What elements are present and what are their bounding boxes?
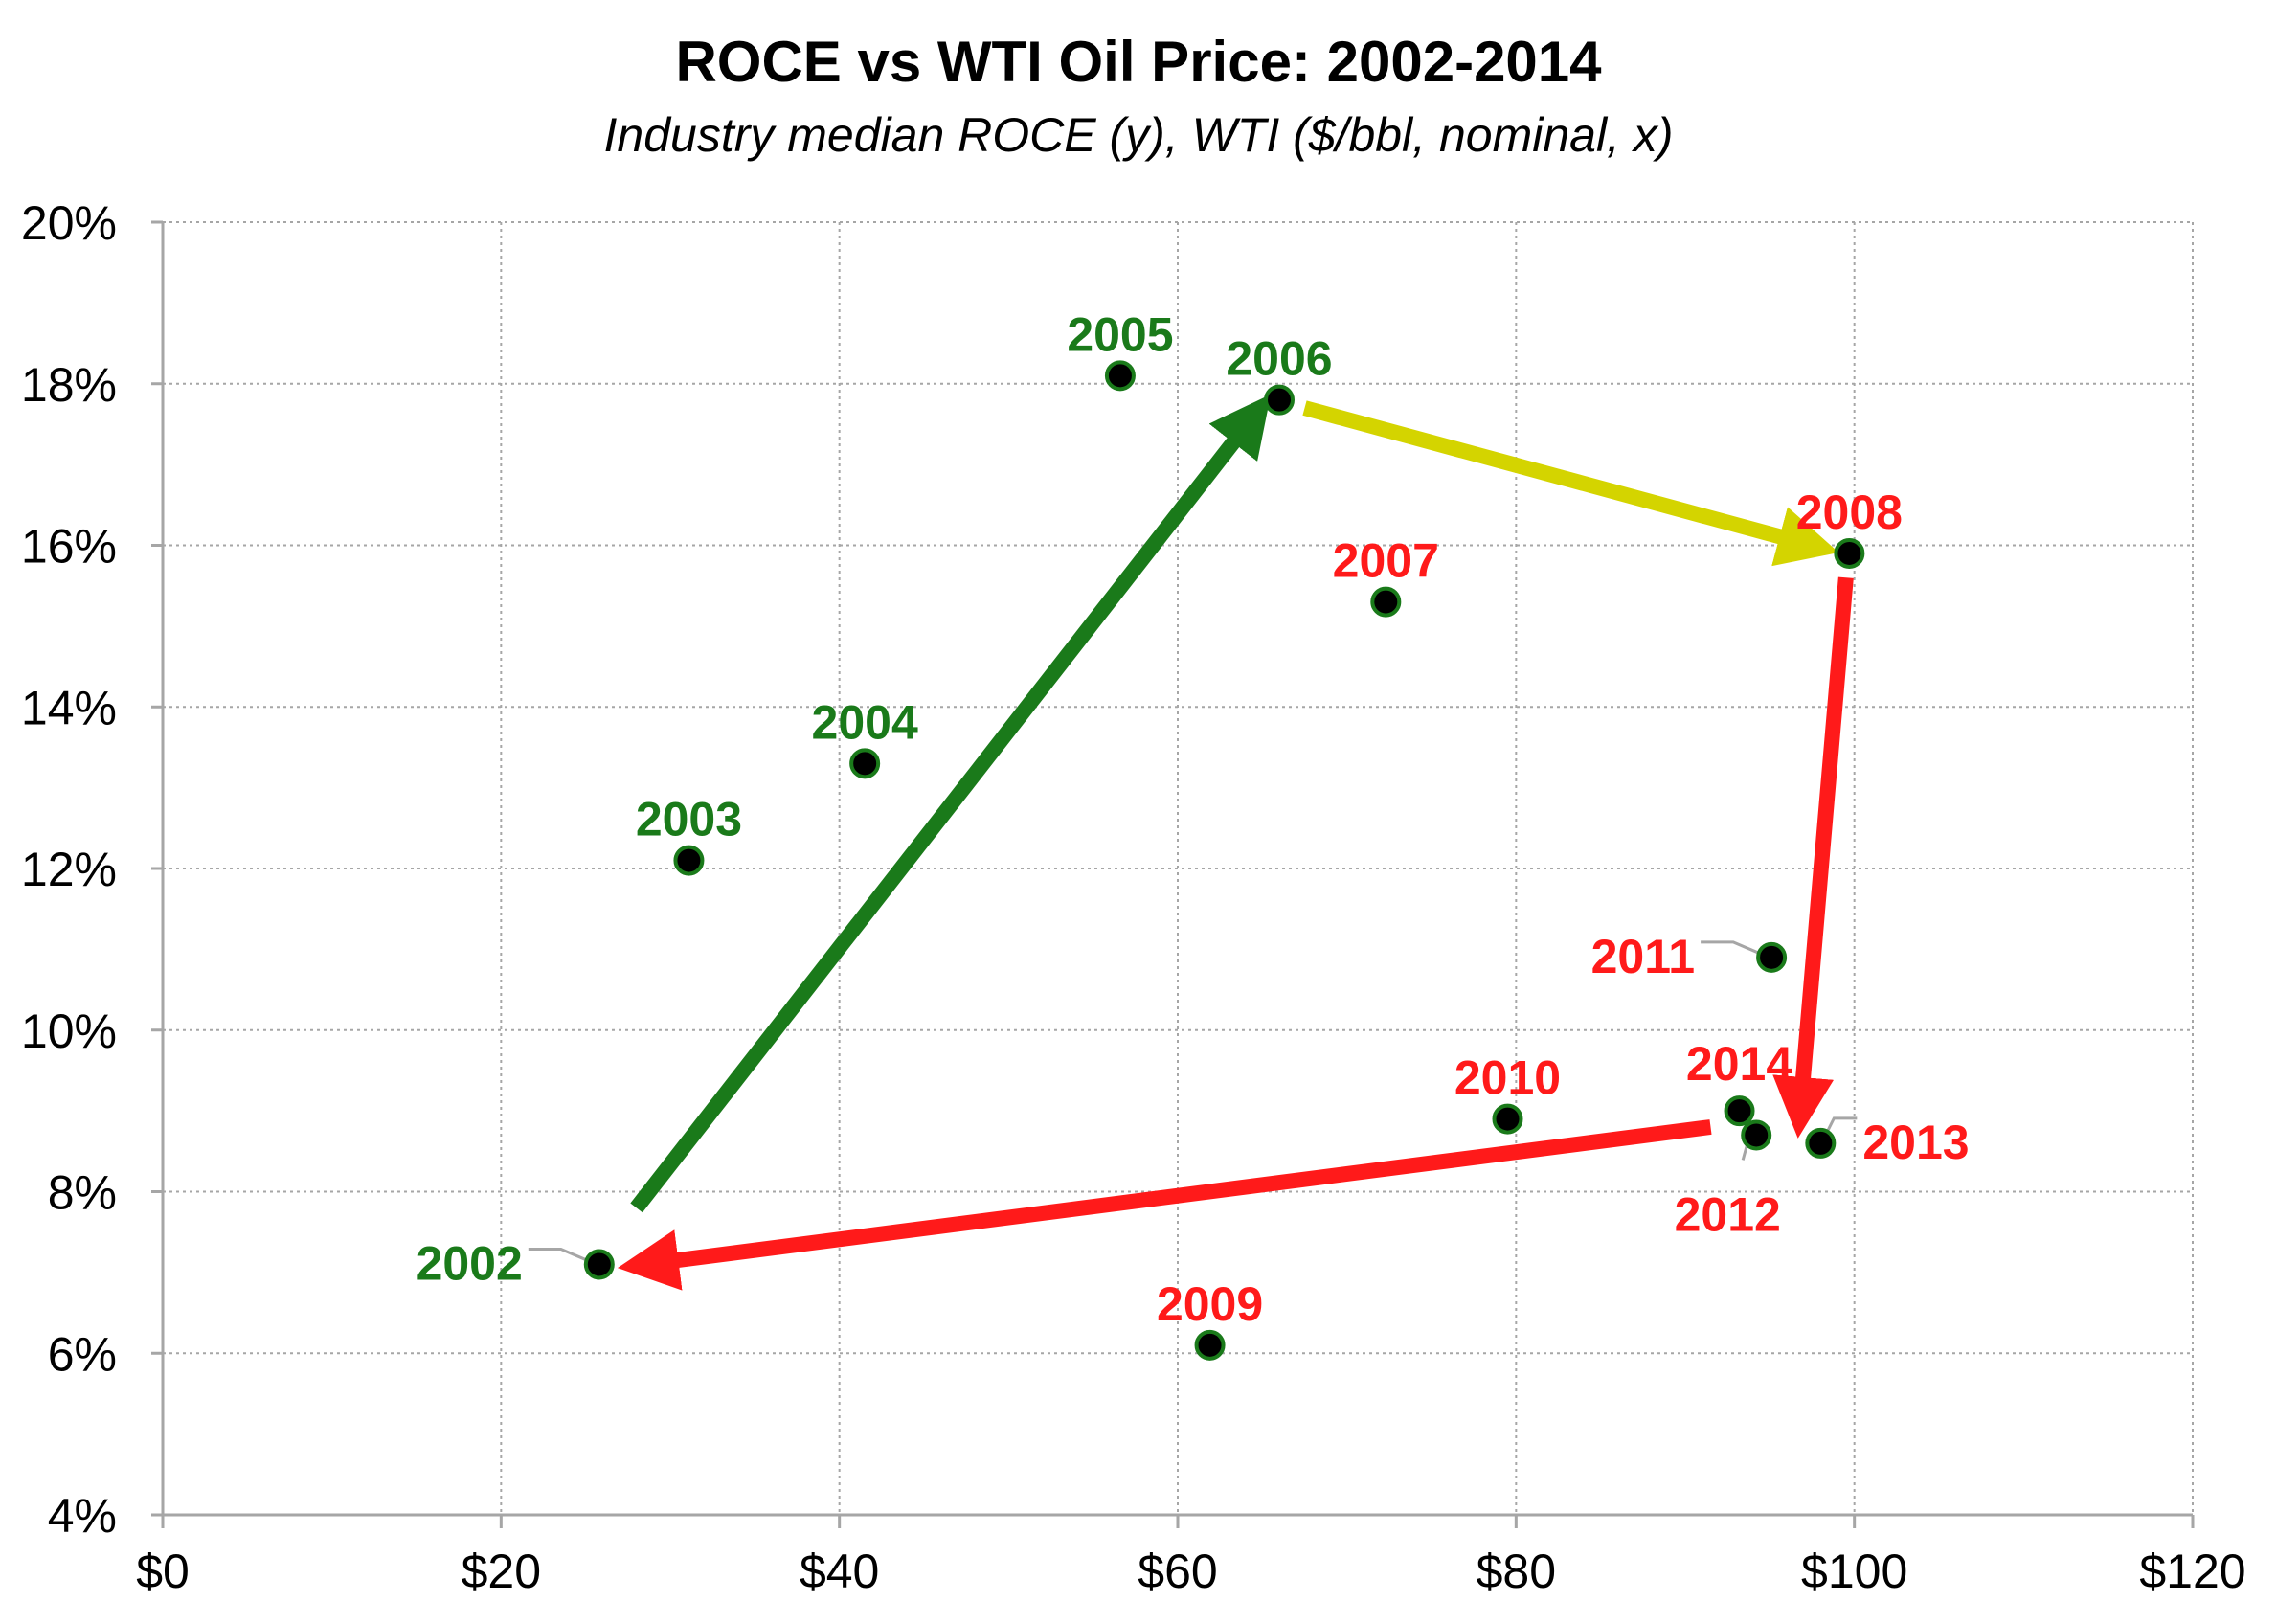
data-point [1194, 1329, 1226, 1361]
data-point [583, 1249, 615, 1280]
data-point [1724, 1095, 1755, 1127]
data-point-label: 2006 [1226, 332, 1332, 386]
data-point [1741, 1119, 1772, 1151]
y-tick-label: 4% [48, 1489, 117, 1543]
y-tick-label: 6% [48, 1327, 117, 1381]
data-point-label: 2002 [417, 1236, 523, 1290]
y-tick-label: 12% [21, 843, 117, 896]
data-point-label: 2014 [1686, 1037, 1792, 1091]
data-point [1264, 384, 1295, 416]
data-point [1104, 360, 1136, 392]
y-tick-label: 20% [21, 196, 117, 250]
data-point [1805, 1127, 1837, 1159]
data-point-label: 2011 [1591, 930, 1695, 983]
data-point [673, 845, 705, 876]
y-tick-label: 14% [21, 681, 117, 734]
data-point [1370, 586, 1402, 618]
y-tick-label: 18% [21, 358, 117, 412]
trend-arrow [1302, 400, 1839, 567]
chart-title: ROCE vs WTI Oil Price: 2002-2014 [675, 30, 1602, 94]
y-tick-label: 16% [21, 520, 117, 574]
leader-line [528, 1247, 589, 1262]
leader-line [1701, 940, 1761, 956]
data-point-label: 2004 [812, 695, 918, 749]
chart-subtitle: Industry median ROCE (y), WTI ($/bbl, no… [603, 108, 1674, 162]
data-point-label: 2009 [1157, 1277, 1263, 1331]
data-point [849, 748, 881, 779]
x-tick-label: $60 [1138, 1545, 1217, 1598]
data-point-label: 2008 [1796, 485, 1903, 539]
trend-arrow [630, 394, 1272, 1213]
y-tick-label: 8% [48, 1166, 117, 1220]
data-point [1756, 941, 1788, 973]
data-point-label: 2007 [1333, 534, 1439, 588]
trend-arrow [1772, 576, 1854, 1139]
x-tick-label: $40 [800, 1545, 879, 1598]
x-tick-label: $20 [462, 1545, 541, 1598]
x-tick-label: $120 [2139, 1545, 2245, 1598]
x-tick-label: $80 [1477, 1545, 1556, 1598]
data-point-label: 2003 [636, 793, 742, 846]
leader-line [1824, 1116, 1858, 1135]
data-point-label: 2012 [1675, 1187, 1781, 1241]
x-tick-label: $0 [136, 1545, 190, 1598]
data-point [1834, 537, 1865, 569]
data-point-label: 2010 [1454, 1051, 1561, 1105]
data-point [1492, 1103, 1523, 1135]
trend-arrow [617, 1119, 1712, 1291]
data-point-label: 2005 [1067, 307, 1173, 361]
x-tick-label: $100 [1801, 1545, 1907, 1598]
data-point-label: 2013 [1862, 1116, 1969, 1169]
y-tick-label: 10% [21, 1004, 117, 1058]
